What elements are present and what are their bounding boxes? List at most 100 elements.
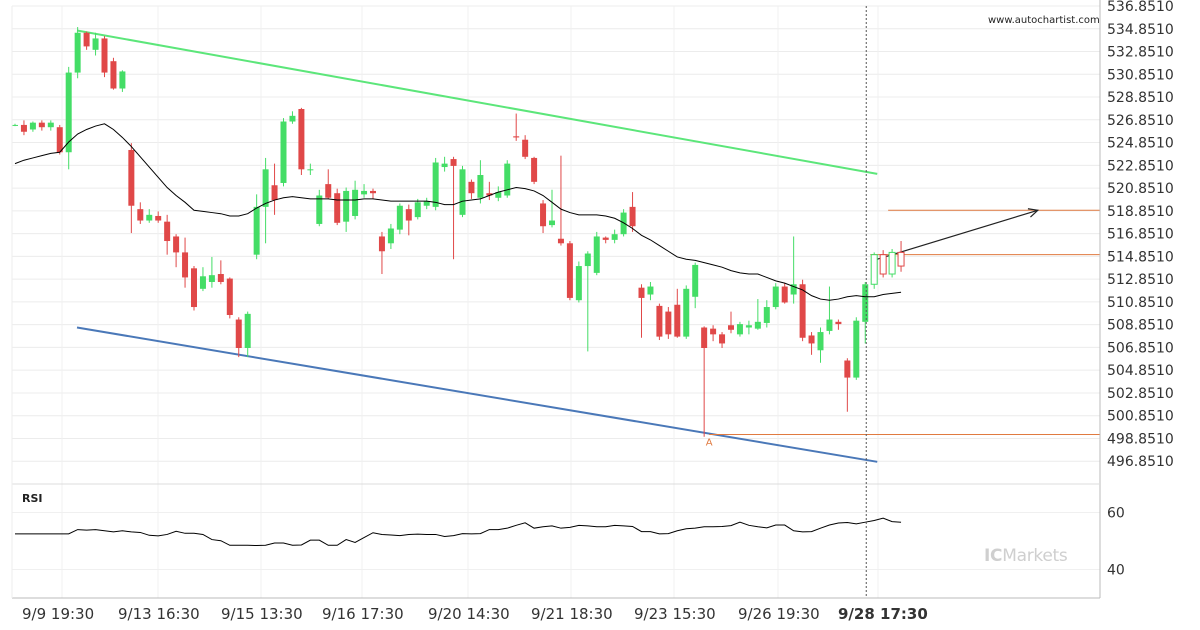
grid-layer <box>12 5 1100 598</box>
candle-body <box>549 220 555 226</box>
candle-body <box>808 335 815 344</box>
candle <box>692 262 699 309</box>
level-point-label: A <box>706 437 713 448</box>
candle <box>182 237 189 288</box>
candle <box>531 156 538 185</box>
candle-body <box>199 276 206 289</box>
candle-body <box>280 121 287 183</box>
candle-body <box>352 189 359 216</box>
candle <box>441 156 448 172</box>
candle-body <box>566 243 573 298</box>
candle <box>164 214 171 255</box>
candle <box>593 231 600 276</box>
candle-body <box>728 325 734 330</box>
candle <box>879 250 887 278</box>
candle-body <box>173 236 180 253</box>
price-tick-label: 510.8510 <box>1107 295 1174 311</box>
candle <box>486 181 493 201</box>
candle-body <box>65 72 72 153</box>
price-tick-label: 528.8510 <box>1107 90 1174 106</box>
brand-logo: ICMarkets <box>984 546 1068 566</box>
channel-lower-line <box>76 326 878 463</box>
candle-body <box>423 201 430 206</box>
candle <box>826 286 833 335</box>
time-tick-label: 9/20 14:30 <box>428 605 510 623</box>
candle <box>763 300 770 328</box>
candle-body <box>790 284 797 295</box>
candle <box>888 248 896 278</box>
candle-body <box>110 61 117 89</box>
candle-body <box>307 169 314 171</box>
candle <box>754 299 761 330</box>
price-tick-label: 532.8510 <box>1107 45 1174 61</box>
candle <box>477 160 484 204</box>
brand-mark: IC <box>984 546 1003 566</box>
candle <box>557 155 564 246</box>
candle-body <box>879 254 887 275</box>
candle-body <box>12 124 18 126</box>
candle <box>781 283 788 304</box>
candle <box>396 203 403 235</box>
candle <box>468 179 475 199</box>
candle-body <box>683 288 690 337</box>
candle-body <box>844 360 851 378</box>
candle-body <box>557 238 564 244</box>
candle-body <box>441 163 448 168</box>
candle-body <box>47 122 54 128</box>
candle <box>343 187 350 232</box>
candle-body <box>665 311 672 335</box>
candle <box>504 160 511 198</box>
candle <box>414 198 421 220</box>
candle <box>853 317 860 380</box>
candle <box>173 234 180 268</box>
candle-body <box>522 139 529 157</box>
candle-body <box>719 334 726 344</box>
price-tick-label: 508.8510 <box>1107 318 1174 334</box>
rsi-tick-label: 40 <box>1107 563 1125 579</box>
candle <box>226 277 233 319</box>
projection-arrow-head <box>1027 208 1040 218</box>
candle-body <box>405 209 412 221</box>
candle-body <box>298 108 305 170</box>
candle-body <box>736 324 743 335</box>
candle <box>280 118 287 187</box>
candle <box>549 189 555 228</box>
axis-layer: 536.8510 534.8510 532.8510 530.8510 528.8510… <box>11 0 1174 623</box>
candle <box>155 211 162 223</box>
candle-body <box>754 321 761 329</box>
candle-body <box>835 321 842 325</box>
channel-upper-line <box>76 29 878 175</box>
candle-body <box>325 184 332 198</box>
candle-body <box>83 32 90 47</box>
candle-body <box>710 328 717 335</box>
candle-body <box>772 286 779 308</box>
rsi-tick-label: 60 <box>1107 506 1125 522</box>
candle <box>870 252 878 289</box>
candle-body <box>128 149 135 206</box>
candle <box>128 143 135 234</box>
candle <box>235 317 242 358</box>
candle-body <box>629 206 636 227</box>
candle <box>137 202 144 224</box>
candle <box>772 283 779 310</box>
candle <box>602 236 609 244</box>
candle <box>74 27 81 79</box>
candle-body <box>763 307 770 323</box>
time-tick-label: 9/13 16:30 <box>118 605 200 623</box>
candle-body <box>56 127 63 153</box>
candle-body <box>271 185 278 201</box>
candle-body <box>888 251 896 275</box>
candle <box>647 281 654 301</box>
candle <box>12 123 18 127</box>
candle <box>316 189 323 227</box>
candle-body <box>334 193 341 223</box>
candle <box>307 163 314 176</box>
candle <box>208 256 215 288</box>
price-tick-label: 514.8510 <box>1107 249 1174 265</box>
candle <box>584 251 591 352</box>
candle <box>370 188 376 199</box>
candle-body <box>745 325 752 328</box>
candle-body <box>217 274 224 282</box>
candle-body <box>29 122 36 130</box>
candle <box>566 241 573 301</box>
